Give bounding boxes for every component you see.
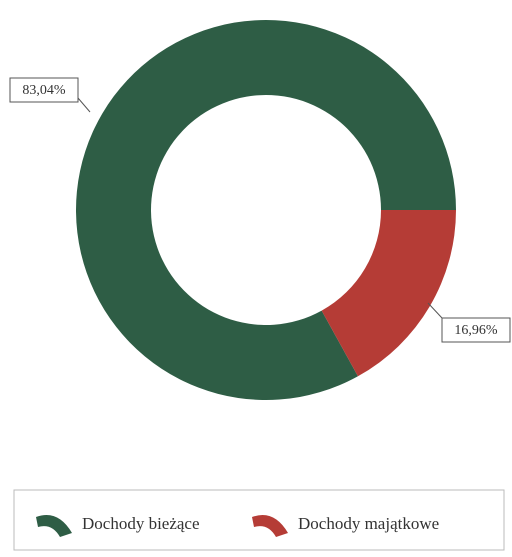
legend-label: Dochody majątkowe [298, 514, 439, 533]
leader-line [77, 97, 91, 113]
legend-box [13, 489, 505, 551]
leader-line [427, 302, 443, 319]
donut-segment [321, 210, 456, 377]
legend-swatch [36, 515, 72, 537]
legend-label: Dochody bieżące [82, 514, 200, 533]
legend-swatch [252, 515, 288, 537]
data-label: 16,96% [454, 323, 498, 338]
data-label: 83,04% [22, 83, 66, 98]
donut-segment [76, 20, 456, 401]
label-box [9, 77, 79, 103]
label-box [441, 317, 511, 343]
